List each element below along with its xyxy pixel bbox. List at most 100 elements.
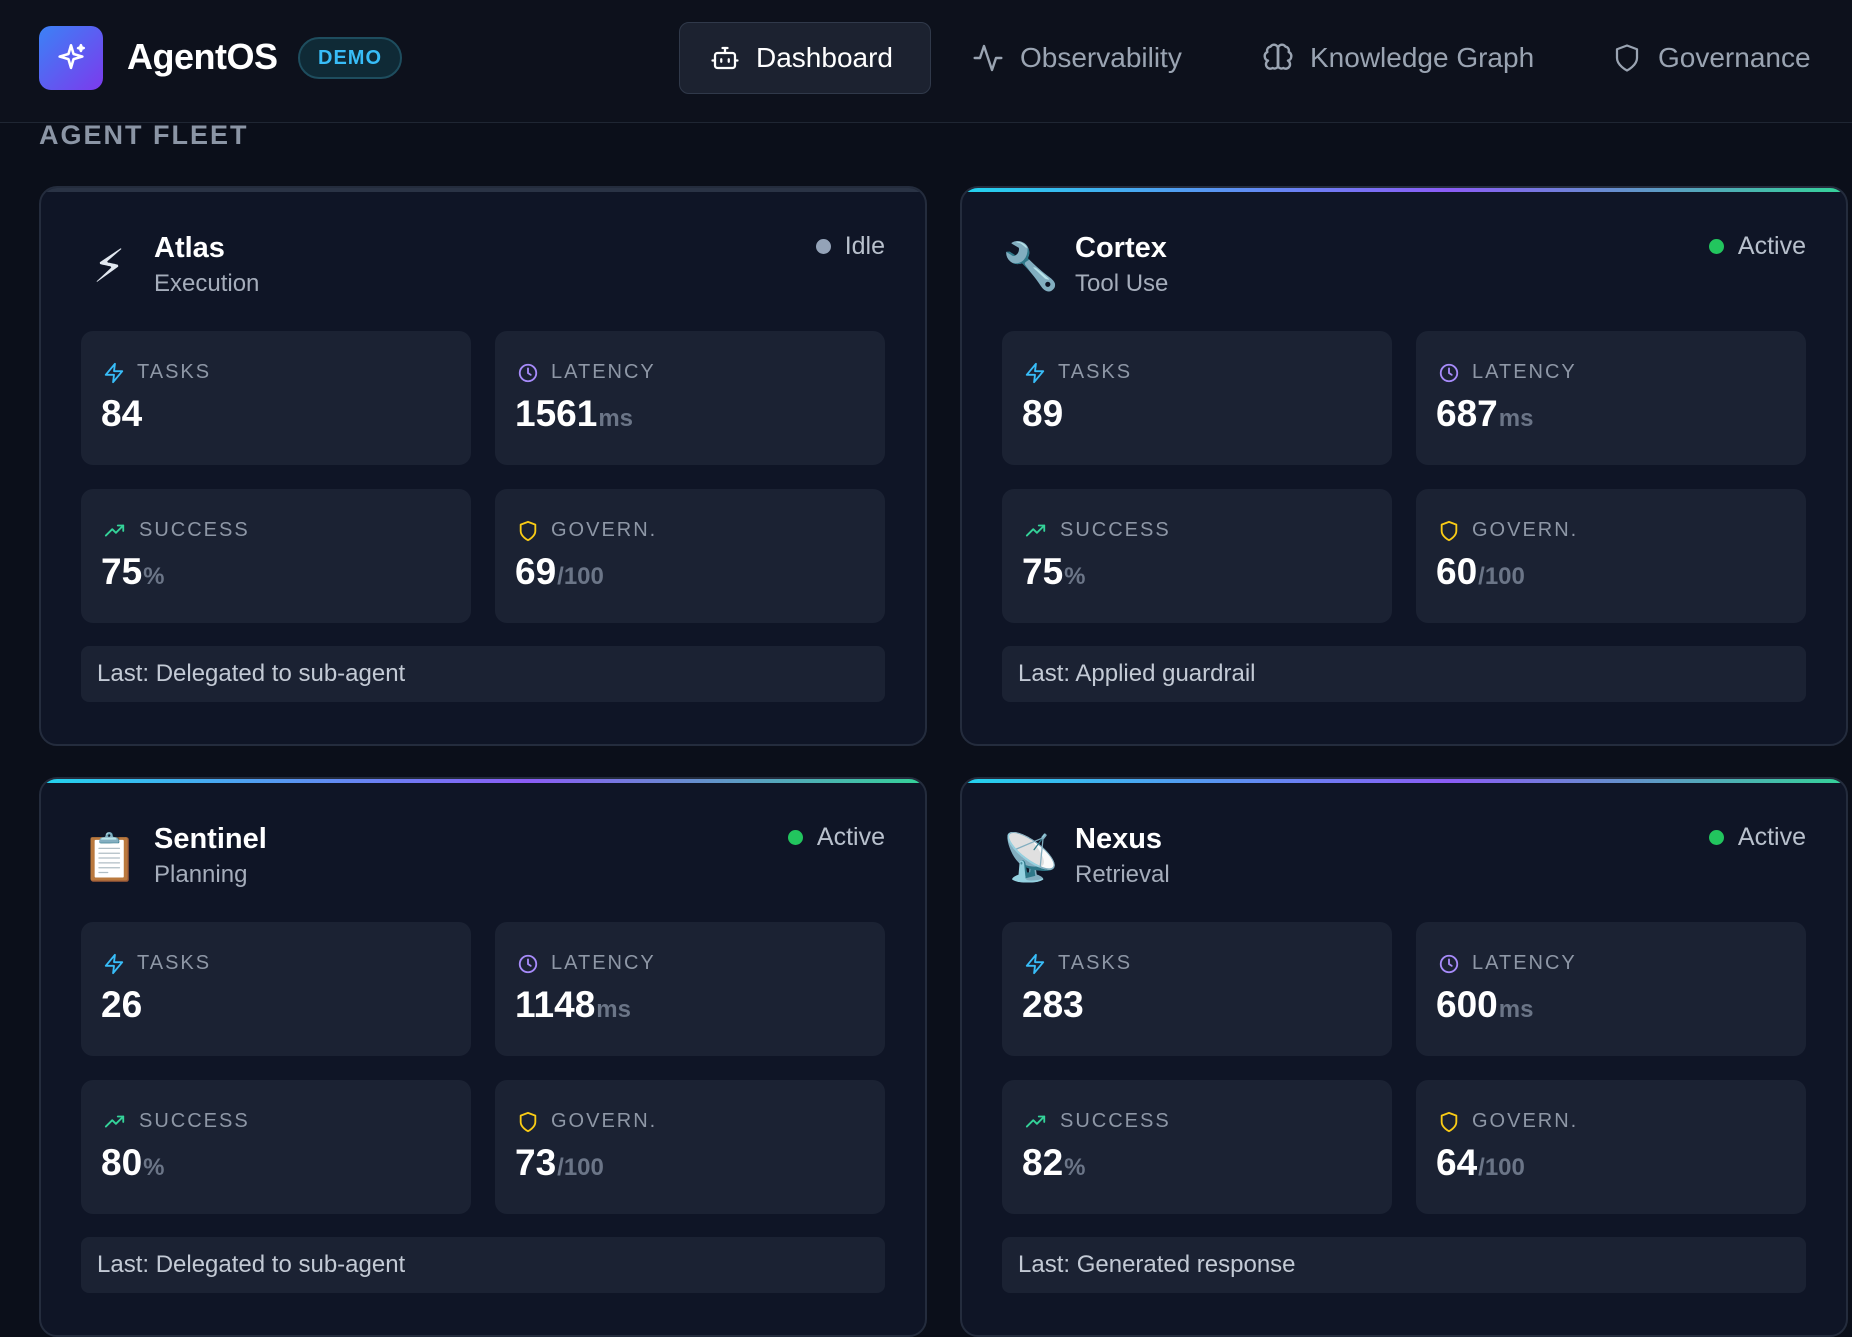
stat-value: 687 [1436, 393, 1498, 434]
agent-name: Nexus [1075, 823, 1163, 855]
status-badge: Active [787, 823, 885, 852]
agent-name: Cortex [1075, 232, 1167, 264]
stat-label: SUCCESS [1060, 1110, 1171, 1132]
stat-label: SUCCESS [139, 519, 250, 541]
stat-label: GOVERN. [1472, 1110, 1579, 1132]
shield-icon [519, 520, 537, 541]
clock-icon [1439, 954, 1459, 973]
stat-govern: GOVERN. 73/100 [495, 1080, 885, 1214]
stat-unit: /100 [557, 563, 604, 590]
stat-label: TASKS [137, 952, 212, 974]
stat-unit: % [1064, 1154, 1086, 1181]
last-activity: Last: Applied guardrail [1002, 646, 1806, 702]
stat-value: 73 [515, 1142, 557, 1183]
robot-icon [711, 46, 739, 70]
stat-value: 283 [1022, 984, 1084, 1025]
shield-icon [519, 1111, 537, 1132]
stat-label: LATENCY [551, 361, 656, 383]
agent-name: Sentinel [154, 823, 267, 855]
stat-unit: ms [1498, 405, 1534, 432]
stat-label: SUCCESS [139, 1110, 250, 1132]
stat-label: TASKS [1058, 361, 1133, 383]
last-activity: Last: Generated response [1002, 1237, 1806, 1293]
stat-unit: % [1064, 563, 1086, 590]
top-nav-bar: AgentOS DEMO Dashboard Observability [0, 0, 1852, 123]
status-dot [1708, 830, 1724, 845]
status-label: Active [1737, 232, 1806, 260]
stat-value: 64 [1436, 1142, 1478, 1183]
stat-success: SUCCESS 80% [81, 1080, 471, 1214]
brand-name: AgentOS [127, 36, 278, 77]
status-label: Active [1737, 823, 1806, 851]
stat-success: SUCCESS 75% [81, 489, 471, 623]
stat-tasks: TASKS 89 [1002, 331, 1392, 465]
stat-tasks: TASKS 84 [81, 331, 471, 465]
stat-value: 600 [1436, 984, 1498, 1025]
agent-role: Planning [154, 861, 248, 888]
stat-latency: LATENCY 1561ms [495, 331, 885, 465]
clipboard-icon: 📋 [81, 831, 139, 883]
stat-latency: LATENCY 600ms [1416, 922, 1806, 1056]
stat-label: TASKS [137, 361, 212, 383]
agent-card-atlas[interactable]: ⚡ Atlas Execution Idle TASKS 84 LATENCY … [39, 186, 927, 746]
stat-value: 60 [1436, 551, 1478, 592]
stat-label: GOVERN. [1472, 519, 1579, 541]
stat-value: 84 [101, 393, 143, 434]
nav-governance-label: Governance [1658, 42, 1811, 73]
stat-value: 82 [1022, 1142, 1064, 1183]
logo[interactable] [39, 26, 103, 90]
bolt-icon [1025, 362, 1045, 383]
trending-up-icon [104, 524, 125, 536]
agent-card-sentinel[interactable]: 📋 Sentinel Planning Active TASKS 26 LATE… [39, 777, 927, 1337]
bolt-icon [1025, 953, 1045, 974]
stat-success: SUCCESS 82% [1002, 1080, 1392, 1214]
shield-icon [1440, 520, 1458, 541]
nav-dashboard-label: Dashboard [756, 42, 893, 73]
agent-card-cortex[interactable]: 🔧 Cortex Tool Use Active TASKS 89 LATENC… [960, 186, 1848, 746]
shield-icon [1615, 44, 1639, 72]
nav-observability-label: Observability [1020, 42, 1182, 73]
agent-card-nexus[interactable]: 📡 Nexus Retrieval Active TASKS 283 LATEN… [960, 777, 1848, 1337]
lightning-icon: ⚡ [92, 240, 126, 292]
trending-up-icon [1025, 1115, 1046, 1127]
stat-unit: ms [1498, 996, 1534, 1023]
stat-latency: LATENCY 1148ms [495, 922, 885, 1056]
stat-unit: % [143, 1154, 165, 1181]
status-dot [787, 830, 803, 845]
stat-unit: ms [598, 405, 633, 432]
nav-governance[interactable]: Governance [1612, 22, 1811, 94]
last-activity: Last: Delegated to sub-agent [81, 1237, 885, 1293]
stat-value: 80 [101, 1142, 143, 1183]
stat-label: SUCCESS [1060, 519, 1171, 541]
agent-role: Retrieval [1075, 861, 1170, 888]
shield-icon [1440, 1111, 1458, 1132]
stat-label: LATENCY [1472, 361, 1577, 383]
stat-unit: % [143, 563, 165, 590]
stat-unit: /100 [1478, 563, 1525, 590]
stat-value: 1148 [515, 984, 596, 1025]
sparkles-icon [58, 43, 86, 70]
stat-tasks: TASKS 26 [81, 922, 471, 1056]
status-label: Idle [844, 232, 885, 260]
status-dot [815, 239, 831, 254]
stat-govern: GOVERN. 60/100 [1416, 489, 1806, 623]
clock-icon [518, 954, 538, 973]
demo-badge: DEMO [298, 37, 402, 79]
stat-value: 1561 [515, 393, 598, 434]
status-badge: Active [1708, 232, 1806, 261]
stat-govern: GOVERN. 64/100 [1416, 1080, 1806, 1214]
stat-label: TASKS [1058, 952, 1133, 974]
stat-label: LATENCY [1472, 952, 1577, 974]
nav-observability[interactable]: Observability [972, 22, 1182, 94]
bolt-icon [104, 953, 124, 974]
trending-up-icon [1025, 524, 1046, 536]
stat-label: LATENCY [551, 952, 656, 974]
stat-unit: ms [596, 996, 631, 1023]
stat-success: SUCCESS 75% [1002, 489, 1392, 623]
stat-label: GOVERN. [551, 519, 658, 541]
nav-knowledge-graph[interactable]: Knowledge Graph [1262, 22, 1534, 94]
activity-icon [973, 44, 1003, 72]
stat-unit: /100 [1478, 1154, 1525, 1181]
stat-govern: GOVERN. 69/100 [495, 489, 885, 623]
nav-dashboard[interactable]: Dashboard [679, 22, 931, 94]
